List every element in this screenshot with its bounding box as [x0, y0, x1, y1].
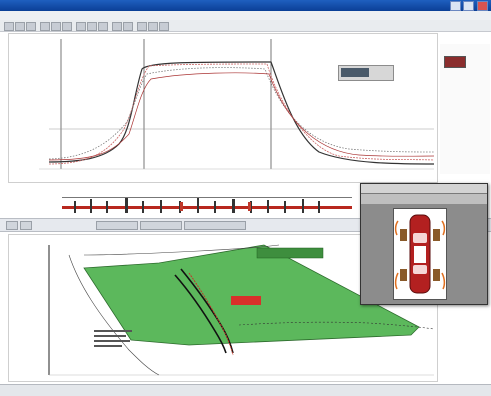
car-windshield [413, 233, 427, 243]
plot2-red-curve [188, 272, 234, 356]
upper-plot-panel[interactable] [8, 33, 438, 183]
front-left-wheel [400, 229, 407, 241]
split-toolbar-button[interactable] [6, 221, 18, 230]
plot1-series-red [48, 63, 435, 165]
dialog-toolbar [361, 194, 487, 204]
dialog-titlebar[interactable] [361, 184, 487, 194]
upper-plot-legend[interactable] [338, 65, 394, 81]
toolbar-button[interactable] [62, 22, 72, 31]
timeline-markers [74, 198, 320, 213]
rear-left-wheel [400, 269, 407, 281]
toolbar [0, 20, 491, 32]
plot2-black-curve-2 [174, 274, 227, 354]
toolbar-button[interactable] [137, 22, 147, 31]
toolbar-button[interactable] [4, 22, 14, 31]
toolbar-button[interactable] [51, 22, 61, 31]
toolbar-button[interactable] [76, 22, 86, 31]
upper-plot-svg [39, 39, 435, 170]
close-button[interactable] [477, 1, 488, 11]
split-toolbar-tab[interactable] [96, 221, 138, 230]
toolbar-button[interactable] [159, 22, 169, 31]
maximize-button[interactable] [463, 1, 475, 11]
plot1-series-dark-red [48, 72, 435, 161]
car-rear-window [413, 265, 427, 274]
split-toolbar-tab[interactable] [140, 221, 182, 230]
plot2-green-envelope [83, 244, 420, 346]
timeline-rail [62, 206, 352, 209]
split-toolbar-tab[interactable] [184, 221, 246, 230]
window-titlebar [0, 0, 491, 11]
toolbar-button[interactable] [40, 22, 50, 31]
plot2-left-curve [68, 254, 160, 376]
plot1-series-main [48, 61, 435, 165]
toolbar-button[interactable] [87, 22, 97, 31]
toolbar-button[interactable] [112, 22, 122, 31]
rear-right-wheel [433, 269, 440, 281]
plot1-series-gray [48, 67, 435, 160]
timeline-track[interactable] [62, 189, 352, 215]
plot2-info-label-box [256, 247, 324, 259]
toolbar-button[interactable] [148, 22, 158, 31]
toolbar-button[interactable] [123, 22, 133, 31]
plot2-dashed-line [238, 321, 435, 330]
toolbar-button[interactable] [15, 22, 25, 31]
plot2-red-tag-box [231, 296, 261, 305]
front-right-wheel [433, 229, 440, 241]
car-diagram[interactable] [393, 208, 447, 300]
timeline-upper-rail [62, 197, 352, 198]
car-diagram-svg [394, 214, 446, 294]
plot2-upper-curve [83, 244, 280, 256]
vehicle-dialog[interactable] [360, 183, 488, 305]
toolbar-button[interactable] [26, 22, 36, 31]
legend-swatch [341, 68, 369, 77]
toolbar-button[interactable] [98, 22, 108, 31]
lower-plot-svg [48, 244, 435, 376]
minimize-button[interactable] [449, 1, 461, 11]
status-bar [0, 384, 491, 396]
right-panel-thumbnail[interactable] [444, 56, 466, 68]
window-buttons [449, 1, 488, 13]
car-roof [414, 246, 426, 263]
split-toolbar-button[interactable] [20, 221, 32, 230]
